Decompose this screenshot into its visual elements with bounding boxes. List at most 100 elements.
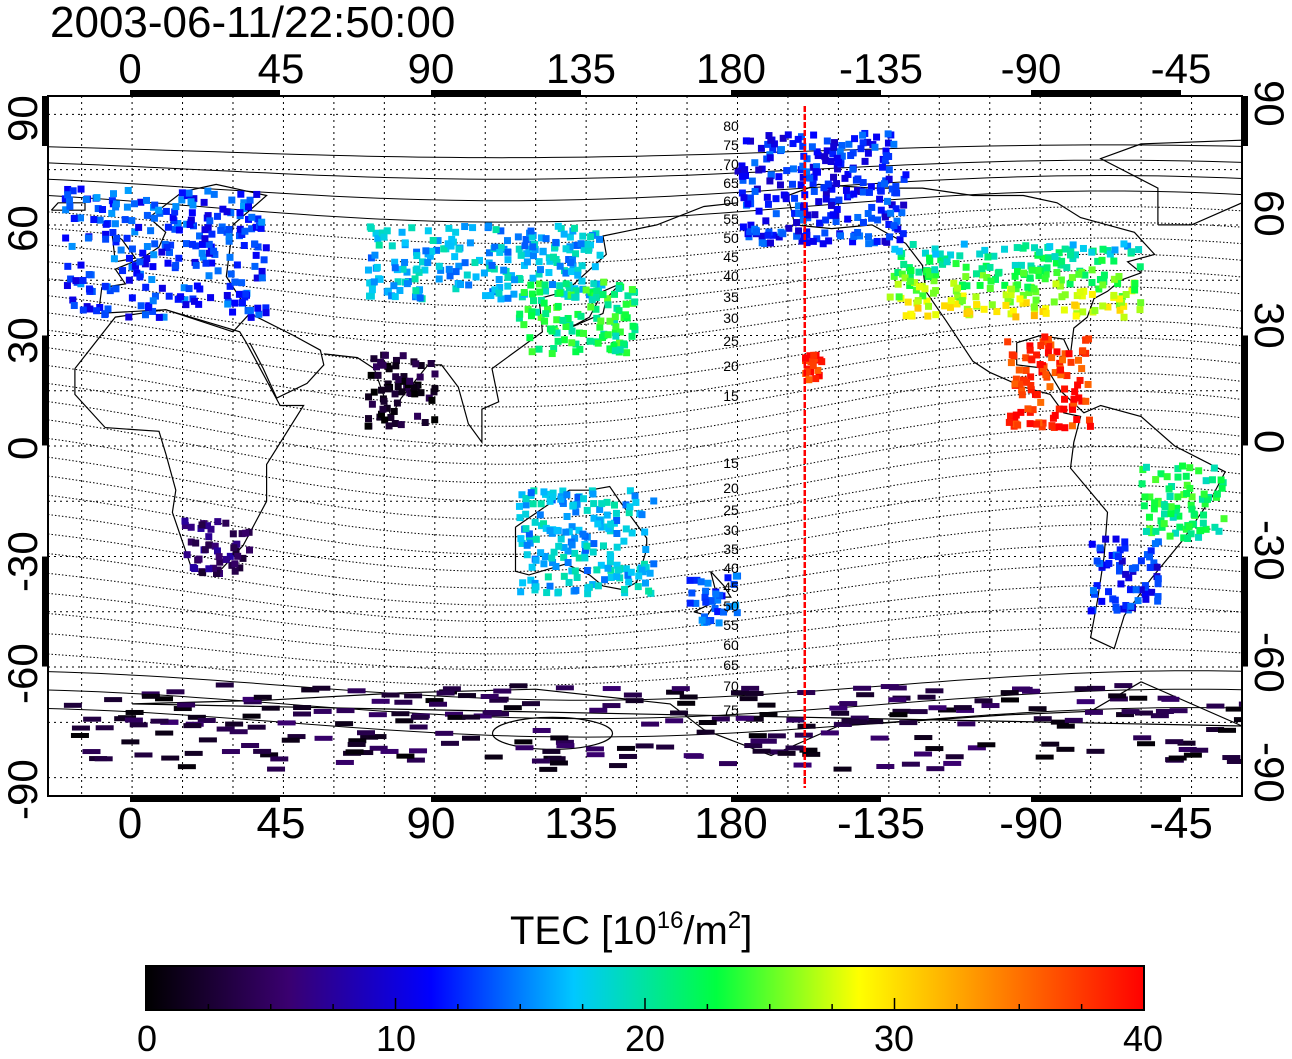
tec-point [231,278,239,286]
tec-point [1138,480,1146,488]
tec-point [808,143,816,151]
tec-point [199,569,207,577]
magnetic-contour [48,585,1242,639]
tec-point [381,351,389,359]
tec-point [611,290,619,298]
tec-point [528,348,536,356]
tec-point [572,340,580,348]
tec-point [241,742,260,748]
tec-point [978,265,986,273]
tec-point [424,259,432,267]
tec-point [616,346,624,354]
tec-point [313,708,332,714]
tec-point [1105,559,1113,567]
tec-point [782,195,790,203]
contour-label: 55 [723,211,739,227]
tec-point [198,249,206,257]
tec-point [623,349,631,357]
tec-point [1165,739,1184,745]
tec-point [181,517,189,525]
tec-point [251,240,259,248]
tec-point [744,743,763,749]
x-tick-top: 90 [407,45,455,92]
tec-point [542,748,561,754]
frame-tick-bar [130,796,280,802]
tec-point [522,510,530,518]
tec-point [554,302,562,310]
tec-point [1095,285,1103,293]
tec-point [124,186,132,194]
frame-ticks [42,90,1248,802]
tec-point [488,261,496,269]
tec-point [909,240,917,248]
tec-point [565,284,573,292]
tec-point [670,710,689,716]
tec-point [1007,359,1015,367]
tec-point [738,162,746,170]
tec-point [536,288,544,296]
tec-point [811,211,819,219]
tec-point [1154,575,1162,583]
tec-point [591,263,599,271]
contour-label: 40 [723,268,739,284]
tec-point [64,191,72,199]
tec-point [1018,386,1026,394]
tec-point [1172,529,1180,537]
tec-point [797,210,805,218]
tec-point [1045,255,1053,263]
tec-point [1063,372,1071,380]
tec-point [1026,420,1034,428]
tec-point [849,165,857,173]
tec-point [890,272,898,280]
tec-point [175,226,183,234]
tec-point [762,217,770,225]
tec-point [1069,255,1077,263]
magnetic-contour [48,670,1242,701]
tec-point [226,552,234,560]
tec-point [766,154,774,162]
tec-point [1031,244,1039,252]
tec-point [552,238,560,246]
tec-point [925,688,944,694]
tec-point [576,345,584,353]
tec-point [600,332,608,340]
tec-point [452,285,460,293]
tec-point [229,729,248,735]
tec-point [542,524,550,532]
tec-point [466,239,474,247]
tec-point [766,239,774,247]
tec-point [1022,354,1030,362]
tec-point [1122,291,1130,299]
tec-point [252,251,260,259]
tec-point [823,137,831,145]
tec-point [947,251,955,259]
tec-point [833,721,852,727]
tec-point [226,282,234,290]
tec-point [458,693,477,699]
tec-point [208,230,216,238]
tec-point [747,221,755,229]
tec-point [613,572,621,580]
tec-point [1059,356,1067,364]
tec-point [569,501,577,509]
tec-point [1012,313,1020,321]
tec-point [567,291,575,299]
magnetic-contour [48,564,1242,623]
tec-point [983,273,991,281]
tec-point [937,256,945,264]
tec-point [504,256,512,264]
tec-point [125,709,144,715]
tec-point [257,224,265,232]
tec-point [135,223,143,231]
contour-label: 40 [723,560,739,576]
tec-point [510,290,518,298]
tec-point [556,282,564,290]
tec-point [143,255,151,263]
tec-point [516,514,524,522]
tec-point [1184,534,1192,542]
tec-point [745,690,764,696]
tec-point [1078,365,1086,373]
tec-point [615,339,623,347]
tec-point [247,724,266,730]
tec-point [868,203,876,211]
